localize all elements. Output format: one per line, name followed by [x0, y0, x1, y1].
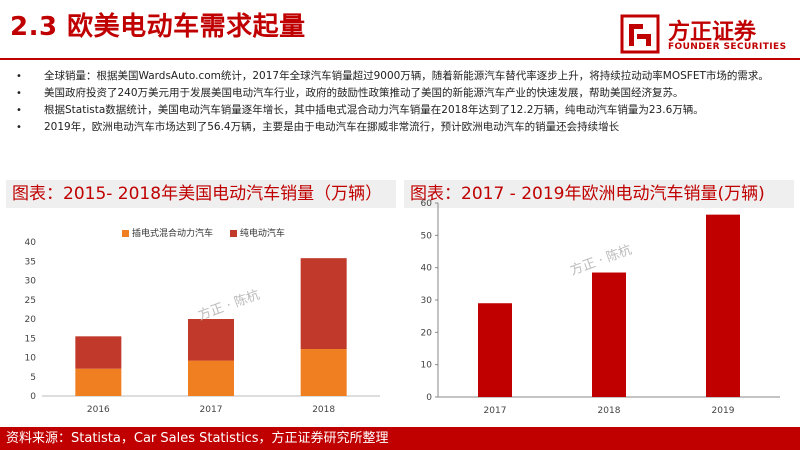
source-footer: 资料来源：Statista，Car Sales Statistics，方正证券研…	[0, 427, 800, 450]
y-tick-label: 30	[421, 296, 433, 306]
us-ev-sales-chart: 0 5 10 15 20 25 30 35 40 2016 2017 2018 方正 · 陈杭	[25, 238, 380, 415]
y-tick-label: 25	[25, 296, 36, 306]
bullet-item: 根据Statista数据统计，美国电动汽车销量逐年增长，其中插电式混合动力汽车销…	[14, 102, 784, 119]
x-tick-label: 2017	[200, 405, 223, 415]
y-tick-label: 0	[426, 393, 432, 403]
x-tick-label: 2017	[484, 406, 507, 416]
x-tick-label: 2016	[87, 405, 110, 415]
brand-logo: 方正证券 FOUNDER SECURITIES	[620, 14, 790, 60]
bar-eu	[478, 303, 512, 397]
bar-eu	[592, 272, 626, 397]
bar-bev	[300, 258, 347, 350]
y-tick-label: 60	[421, 199, 433, 209]
y-tick-label: 20	[25, 315, 37, 325]
founder-logo-icon	[620, 14, 660, 54]
bar-eu	[706, 214, 740, 397]
x-tick-label: 2019	[712, 406, 735, 416]
bullet-item: 全球销量：根据美国WardsAuto.com统计，2017年全球汽车销量超过90…	[14, 68, 784, 85]
y-tick-label: 35	[25, 257, 36, 267]
bar-bev	[75, 336, 122, 369]
us-chart-title: 图表：2015- 2018年美国电动汽车销量（万辆）	[6, 180, 396, 208]
bullet-item: 2019年，欧洲电动汽车市场达到了56.4万辆，主要是由于电动汽车在挪威非常流行…	[14, 119, 784, 136]
bar-phev	[188, 360, 234, 396]
legend-item-phev: 插电式混合动力汽车	[122, 229, 213, 239]
y-tick-label: 20	[421, 328, 433, 338]
bullet-list: 全球销量：根据美国WardsAuto.com统计，2017年全球汽车销量超过90…	[14, 68, 784, 136]
x-tick-label: 2018	[598, 406, 621, 416]
header-divider	[0, 58, 800, 60]
eu-chart-title: 图表：2017 - 2019年欧洲电动汽车销量(万辆)	[404, 180, 794, 208]
bullet-item: 美国政府投资了240万美元用于发展美国电动汽车行业，政府的鼓励性政策推动了美国的…	[14, 85, 784, 102]
y-tick-label: 10	[25, 354, 37, 364]
y-tick-label: 50	[421, 231, 433, 241]
watermark: 方正 · 陈杭	[196, 287, 262, 324]
y-tick-label: 15	[25, 334, 36, 344]
y-tick-label: 40	[25, 238, 37, 248]
x-tick-label: 2018	[312, 405, 335, 415]
y-tick-label: 30	[25, 277, 37, 287]
bar-phev	[300, 349, 347, 396]
y-tick-label: 5	[30, 373, 36, 383]
page-title: 2.3 欧美电动车需求起量	[10, 12, 306, 42]
bar-phev	[75, 368, 122, 396]
y-tick-label: 40	[421, 264, 433, 274]
legend-label: 纯电动汽车	[239, 229, 285, 239]
logo-text-cn: 方正证券	[668, 20, 757, 45]
legend-label: 插电式混合动力汽车	[132, 229, 214, 239]
y-tick-label: 10	[421, 361, 433, 371]
us-chart-legend: 插电式混合动力汽车 纯电动汽车	[122, 226, 299, 239]
bar-bev	[188, 319, 234, 361]
logo-text-en: FOUNDER SECURITIES	[668, 42, 787, 52]
legend-item-bev: 纯电动汽车	[229, 229, 285, 239]
y-tick-label: 0	[30, 392, 36, 402]
